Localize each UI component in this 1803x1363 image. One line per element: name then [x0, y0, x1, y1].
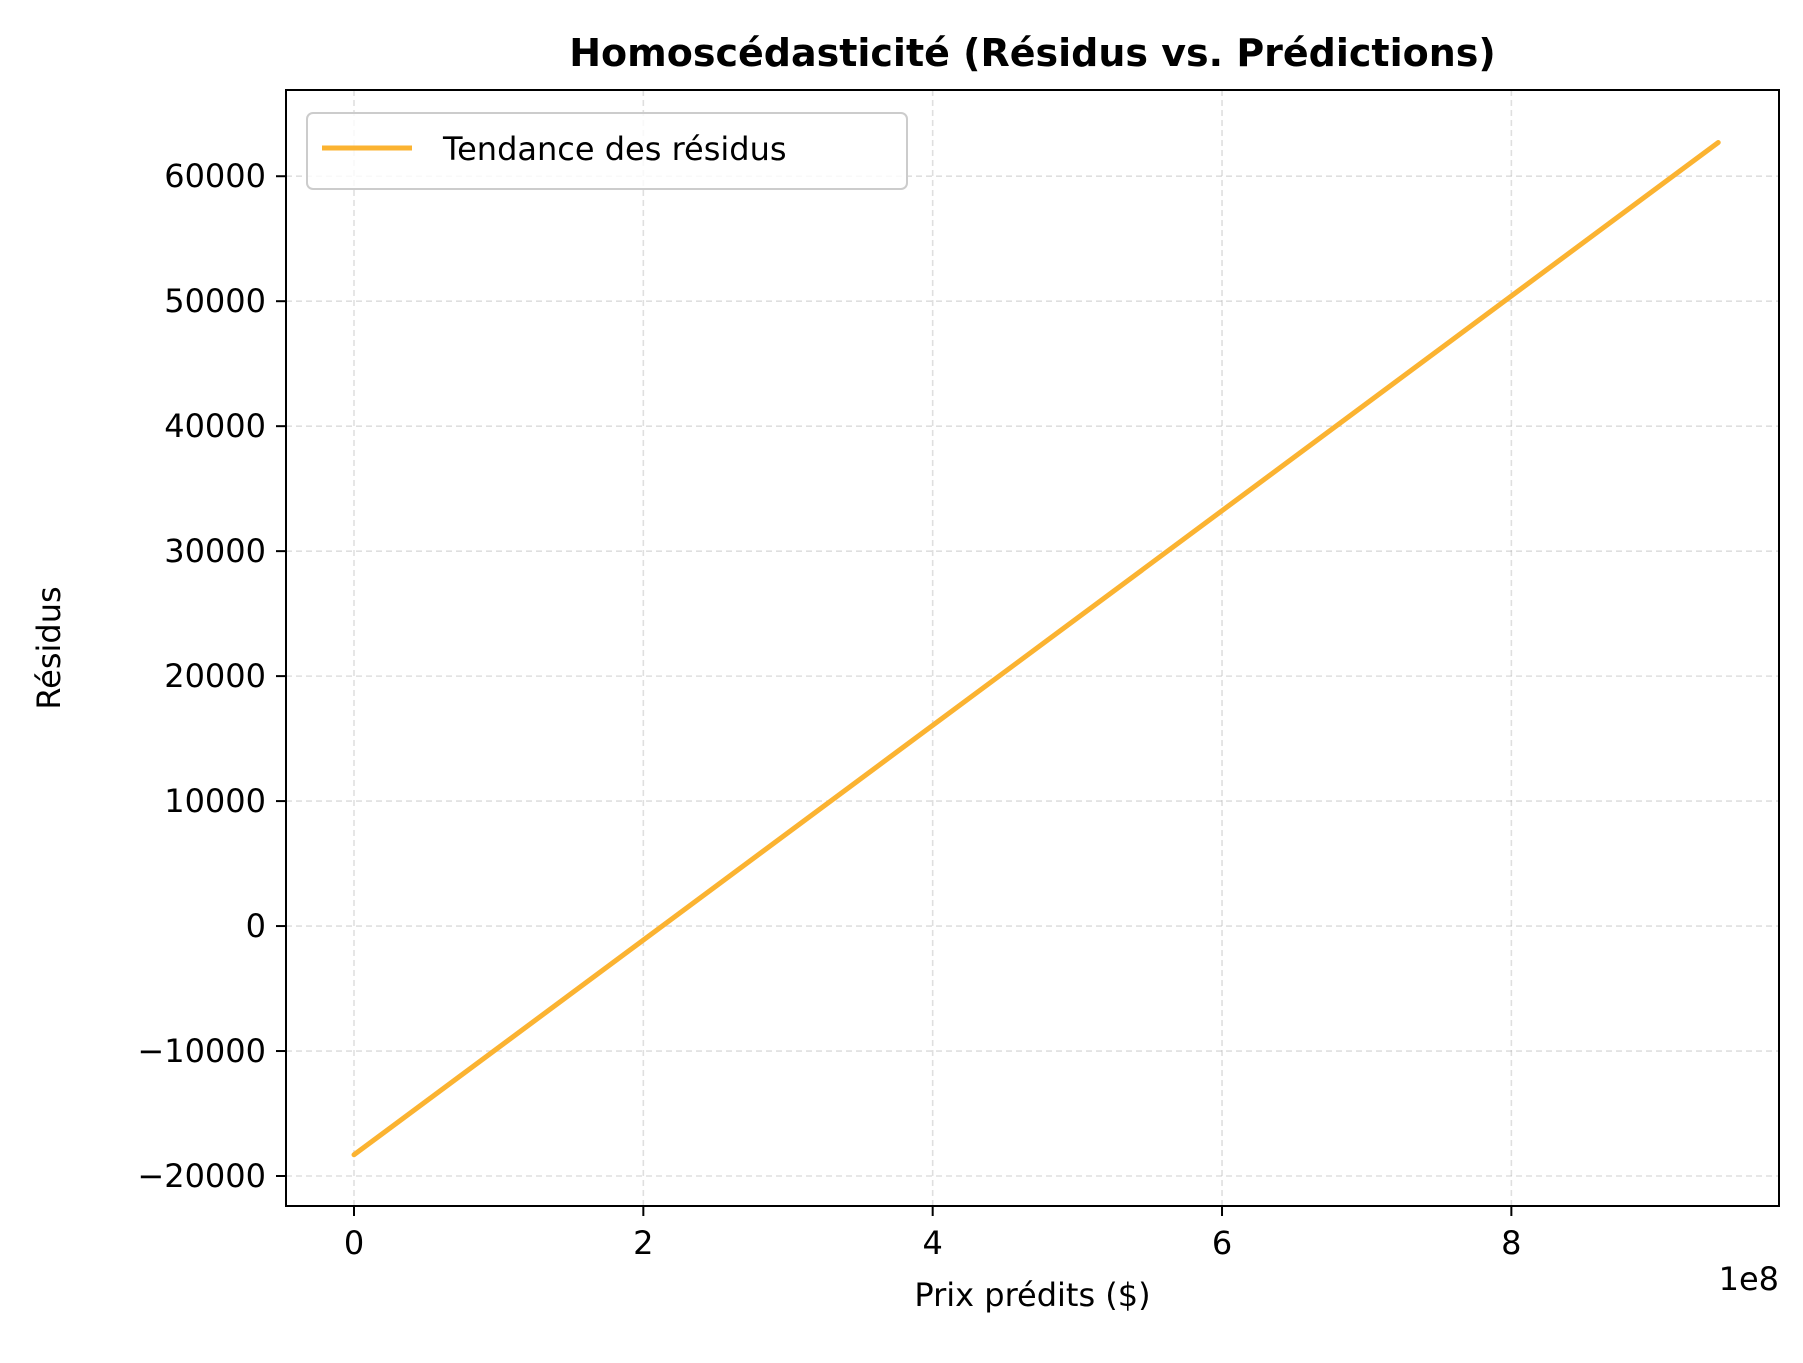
x-axis-offset-label: 1e8 — [1719, 1260, 1779, 1298]
y-tick-label: 30000 — [164, 532, 266, 570]
y-tick-label: 0 — [246, 907, 266, 945]
x-tick-label: 0 — [344, 1224, 364, 1262]
legend: Tendance des résidus — [306, 112, 908, 190]
x-tick-label: 8 — [1501, 1224, 1521, 1262]
x-axis-label: Prix prédits ($) — [914, 1276, 1150, 1314]
y-axis-label: Résidus — [30, 586, 68, 709]
y-tick-label: 60000 — [164, 157, 266, 195]
y-tick-label: 10000 — [164, 782, 266, 820]
series-layer — [351, 139, 1721, 1158]
y-tick-label: 20000 — [164, 657, 266, 695]
legend-box — [306, 112, 908, 190]
y-tick-label: 40000 — [164, 407, 266, 445]
x-tick-label: 4 — [922, 1224, 942, 1262]
x-tick-label: 6 — [1212, 1224, 1232, 1262]
plot-frame — [285, 89, 1780, 1207]
grid — [286, 90, 1779, 1206]
ticks: 0 2 4 6 8 −20000 −10000 0 10000 20000 30000 40000 50… — [137, 157, 1521, 1262]
legend-label: Tendance des résidus — [442, 130, 787, 168]
series-line-tendance-residus — [351, 139, 1721, 1158]
y-tick-label: −20000 — [137, 1157, 266, 1195]
chart-title: Homoscédasticité (Résidus vs. Prédiction… — [569, 31, 1496, 75]
x-tick-label: 2 — [633, 1224, 653, 1262]
y-tick-label: −10000 — [137, 1032, 266, 1070]
y-tick-label: 50000 — [164, 282, 266, 320]
